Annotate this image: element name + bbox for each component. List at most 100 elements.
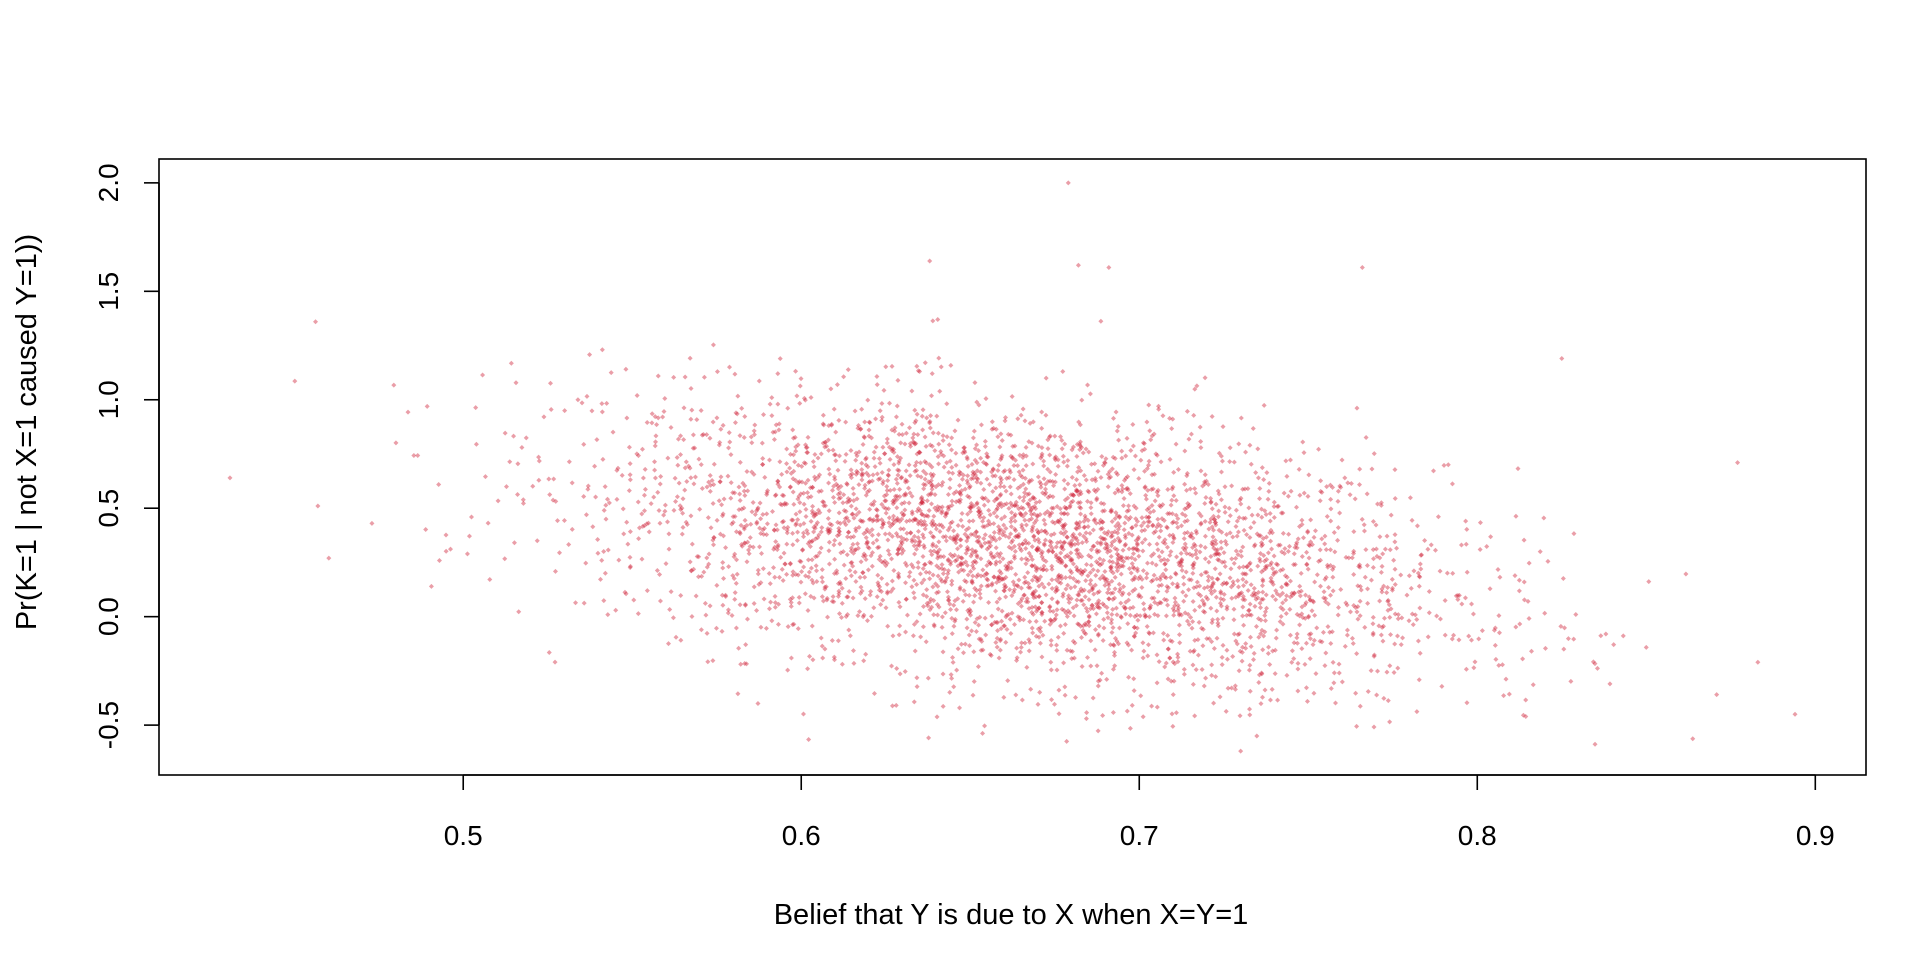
data-point (1116, 488, 1122, 494)
data-point (1034, 547, 1040, 553)
data-point (998, 480, 1004, 486)
data-point (976, 402, 982, 408)
data-point (1172, 603, 1178, 609)
data-point (896, 599, 902, 605)
data-point (1041, 476, 1047, 482)
data-point (1133, 516, 1139, 522)
data-point (1043, 481, 1049, 487)
data-point (641, 492, 647, 498)
data-point (1115, 472, 1121, 478)
data-point (1235, 529, 1241, 535)
data-point (825, 614, 831, 620)
data-point (1072, 640, 1078, 646)
data-point (928, 501, 934, 507)
data-point (932, 492, 938, 498)
data-point (809, 539, 815, 545)
data-point (998, 500, 1004, 506)
data-point (1206, 526, 1212, 532)
data-point (761, 531, 767, 537)
data-point (1210, 527, 1216, 533)
data-point (1104, 542, 1110, 548)
data-point (1198, 468, 1204, 474)
data-point (1033, 608, 1039, 614)
data-point (1094, 604, 1100, 610)
data-point (1134, 541, 1140, 547)
data-point (1252, 542, 1258, 548)
data-point (1108, 642, 1114, 648)
data-point (1347, 609, 1353, 615)
data-point (969, 579, 975, 585)
data-point (1009, 515, 1015, 521)
data-point (581, 441, 587, 447)
data-point (1224, 647, 1230, 653)
data-point (1117, 539, 1123, 545)
data-point (604, 400, 610, 406)
data-point (1200, 626, 1206, 632)
data-point (885, 473, 891, 479)
data-point (1168, 574, 1174, 580)
data-point (1417, 605, 1423, 611)
data-point (1024, 664, 1030, 670)
data-point (1221, 580, 1227, 586)
data-point (1325, 624, 1331, 630)
data-point (876, 556, 882, 562)
data-point (688, 475, 694, 481)
data-point (1342, 475, 1348, 481)
data-point (1005, 431, 1011, 437)
data-point (903, 477, 909, 483)
data-point (848, 534, 854, 540)
data-point (1241, 583, 1247, 589)
data-point (1351, 602, 1357, 608)
data-point (795, 517, 801, 523)
data-point (1208, 499, 1214, 505)
data-point (1418, 552, 1424, 558)
data-point (1218, 590, 1224, 596)
data-point (1038, 484, 1044, 490)
data-point (1020, 406, 1026, 412)
data-point (1148, 603, 1154, 609)
data-point (1126, 507, 1132, 513)
data-point (793, 444, 799, 450)
data-point (999, 455, 1005, 461)
data-point (1110, 596, 1116, 602)
data-point (871, 605, 877, 611)
data-point (741, 526, 747, 532)
data-point (1307, 597, 1313, 603)
data-point (880, 521, 886, 527)
data-point (1063, 529, 1069, 535)
data-point (807, 544, 813, 550)
data-point (866, 472, 872, 478)
data-point (1106, 264, 1112, 270)
data-point (1410, 622, 1416, 628)
data-point (772, 493, 778, 499)
data-point (1069, 570, 1075, 576)
data-point (1202, 569, 1208, 575)
data-point (1259, 583, 1265, 589)
data-point (1165, 511, 1171, 517)
data-point (902, 479, 908, 485)
data-point (865, 397, 871, 403)
data-point (707, 473, 713, 479)
data-point (1160, 571, 1166, 577)
data-point (1280, 566, 1286, 572)
data-point (1030, 495, 1036, 501)
data-point (1112, 663, 1118, 669)
data-point (856, 449, 862, 455)
data-point (875, 545, 881, 551)
data-point (1269, 546, 1275, 552)
data-point (1236, 631, 1242, 637)
data-point (966, 504, 972, 510)
data-point (1371, 653, 1377, 659)
data-point (1205, 584, 1211, 590)
data-point (720, 513, 726, 519)
data-point (826, 528, 832, 534)
data-point (1007, 484, 1013, 490)
data-point (754, 508, 760, 514)
data-point (1031, 533, 1037, 539)
data-point (732, 590, 738, 596)
data-point (1437, 616, 1443, 622)
data-point (989, 622, 995, 628)
data-point (1129, 647, 1135, 653)
data-point (1330, 588, 1336, 594)
data-point (825, 528, 831, 534)
